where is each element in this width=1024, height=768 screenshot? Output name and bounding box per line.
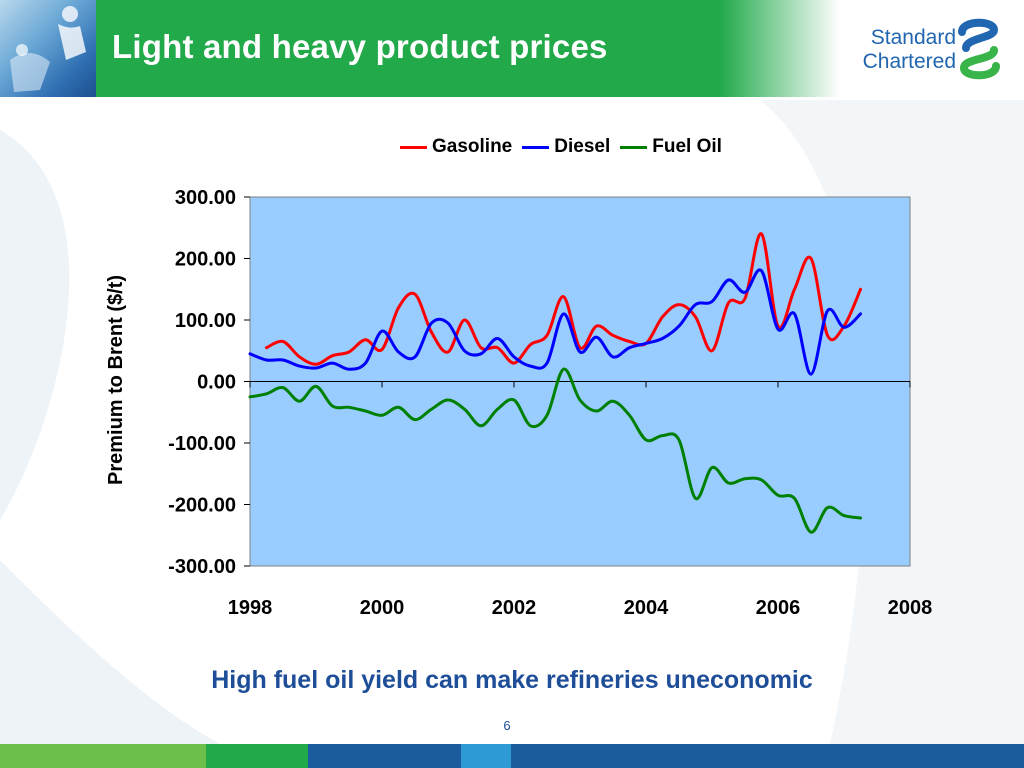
chart-legend: Gasoline Diesel Fuel Oil xyxy=(400,136,722,158)
footer-segment-4 xyxy=(461,744,511,768)
x-tick-label-1: 2000 xyxy=(360,597,405,619)
legend-label-diesel: Diesel xyxy=(554,136,611,157)
series-line-fuel-oil xyxy=(248,367,862,534)
legend-item-gasoline: Gasoline xyxy=(400,136,512,158)
standard-chartered-logo-icon xyxy=(958,18,1000,80)
x-tick-label-0: 1998 xyxy=(228,597,273,619)
logo-line-1: Standard xyxy=(870,26,956,49)
legend-swatch-gasoline xyxy=(400,145,427,149)
series-line-diesel xyxy=(248,268,862,376)
series-lines xyxy=(248,232,862,534)
y-tick-label-4: -100.00 xyxy=(168,433,236,455)
slide-caption: High fuel oil yield can make refineries … xyxy=(211,666,813,694)
footer-segment-2 xyxy=(206,744,308,768)
x-tick-label-4: 2006 xyxy=(756,597,801,619)
y-tick-label-2: 100.00 xyxy=(175,310,236,332)
y-tick-label-0: 300.00 xyxy=(175,187,236,209)
x-tick-label-5: 2008 xyxy=(888,597,933,619)
footer-segment-3 xyxy=(308,744,461,768)
y-tick-label-1: 200.00 xyxy=(175,249,236,271)
legend-item-fuel-oil: Fuel Oil xyxy=(620,136,722,158)
footer-color-bar xyxy=(0,744,1024,768)
footer-segment-5 xyxy=(511,744,1024,768)
athlete-photo-icon xyxy=(10,6,86,92)
slide-header: Light and heavy product prices Standard … xyxy=(0,0,1024,97)
footer-segment-1 xyxy=(0,744,206,768)
logo-wordmark: Standard Chartered xyxy=(846,26,956,74)
header-photo xyxy=(0,0,96,97)
legend-swatch-fuel-oil xyxy=(620,145,648,149)
y-tick-label-3: 0.00 xyxy=(197,372,236,394)
legend-item-diesel: Diesel xyxy=(522,136,610,158)
x-tick-label-3: 2004 xyxy=(624,597,669,619)
y-tick-label-5: -200.00 xyxy=(168,495,236,517)
logo-line-2: Chartered xyxy=(862,50,956,73)
legend-label-fuel-oil: Fuel Oil xyxy=(652,136,722,157)
header-fade xyxy=(720,0,840,97)
y-axis: 300.00 200.00 100.00 0.00 -100.00 -200.00 -300… xyxy=(168,187,250,578)
legend-label-gasoline: Gasoline xyxy=(432,136,513,157)
x-tick-label-2: 2002 xyxy=(492,597,537,619)
y-axis-label: Premium to Brent ($/t) xyxy=(105,274,127,486)
slide-title: Light and heavy product prices xyxy=(112,28,608,65)
page-number: 6 xyxy=(503,718,511,733)
x-axis: 1998 2000 2002 2004 2006 2008 xyxy=(228,381,933,619)
line-chart: 300.00 200.00 100.00 0.00 -100.00 -200.00 -300… xyxy=(168,187,933,619)
series-line-gasoline xyxy=(265,232,862,366)
legend-swatch-diesel xyxy=(522,145,550,149)
y-tick-label-6: -300.00 xyxy=(168,556,236,578)
